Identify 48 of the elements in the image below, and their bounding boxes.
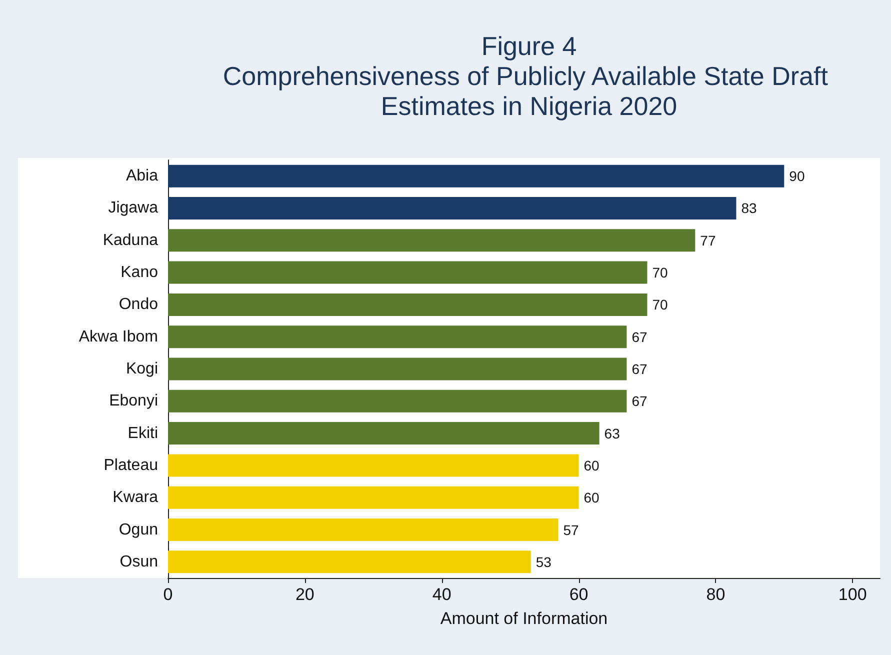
x-tick-label: 60 [569, 585, 588, 604]
x-axis-title: Amount of Information [440, 609, 608, 628]
data-label: 70 [652, 264, 668, 281]
data-label: 67 [632, 393, 648, 410]
bar [168, 518, 558, 542]
bar [168, 164, 784, 188]
bar [168, 390, 627, 412]
data-label: 90 [789, 168, 805, 184]
x-tick-label: 0 [163, 585, 173, 604]
bar [168, 229, 696, 252]
y-tick-label: Ebonyi [109, 392, 158, 410]
chart-title: Figure 4 [481, 31, 577, 61]
data-label: 70 [652, 296, 668, 313]
y-tick-label: Ekiti [128, 424, 158, 442]
data-label: 67 [632, 328, 648, 345]
y-tick-label: Osun [120, 553, 158, 570]
y-tick-label: Plateau [104, 456, 158, 474]
data-label: 77 [700, 232, 716, 248]
data-label: 67 [632, 361, 648, 377]
data-label: 53 [536, 554, 552, 570]
bar [168, 358, 627, 380]
bar [168, 454, 579, 477]
y-tick-label: Abia [126, 168, 158, 185]
y-tick-label: Jigawa [108, 200, 158, 217]
x-tick-label: 40 [432, 585, 452, 604]
y-tick-label: Kogi [126, 360, 158, 378]
x-tick-label: 80 [706, 585, 726, 604]
bar [168, 422, 600, 445]
x-tick-label: 100 [838, 585, 867, 604]
data-label: 83 [741, 200, 758, 216]
bar [168, 293, 648, 316]
bar [168, 550, 531, 574]
bar [168, 326, 627, 348]
y-tick-label: Kano [120, 264, 158, 282]
data-label: 60 [584, 457, 600, 474]
chart-subtitle: Comprehensiveness of Publicly Available State Draft Estimates in Nigeria 2020 [222, 61, 836, 121]
bar [168, 486, 579, 509]
x-tick-label: 20 [295, 585, 314, 604]
data-label: 63 [604, 425, 620, 442]
bar [168, 261, 648, 284]
y-tick-label: Ogun [118, 521, 158, 538]
data-label: 60 [584, 490, 600, 506]
y-tick-label: Kaduna [102, 232, 158, 249]
y-tick-label: Kwara [112, 489, 158, 506]
bar [168, 196, 736, 220]
y-tick-label: Ondo [118, 296, 158, 314]
y-tick-label: Akwa Ibom [78, 328, 158, 346]
data-label: 57 [563, 522, 580, 538]
